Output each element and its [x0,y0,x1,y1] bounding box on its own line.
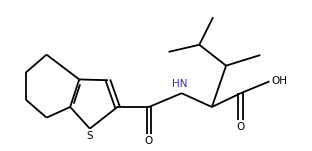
Text: S: S [86,131,93,141]
Text: OH: OH [271,76,287,86]
Text: HN: HN [172,79,188,89]
Text: O: O [236,122,245,132]
Text: O: O [145,136,153,146]
